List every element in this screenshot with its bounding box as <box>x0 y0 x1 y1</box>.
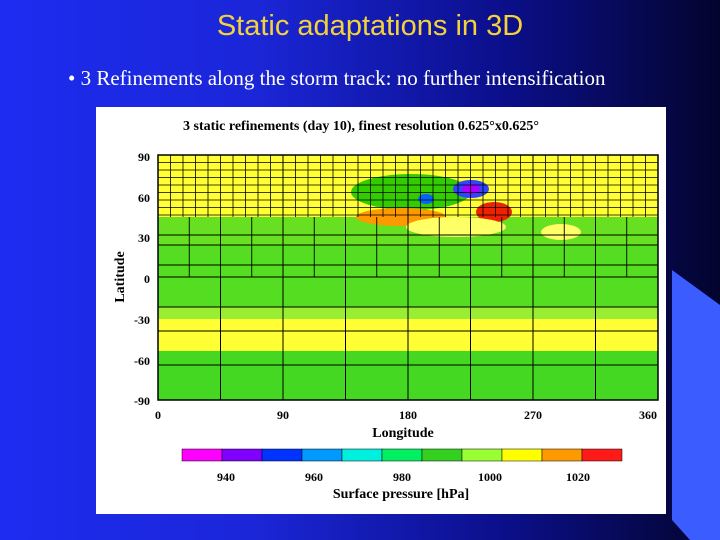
colorbar-label: Surface pressure [hPa] <box>333 487 469 502</box>
colorbar-cell <box>181 448 223 462</box>
slide-title: Static adaptations in 3D <box>216 10 524 42</box>
storm-high-red <box>476 202 512 222</box>
figure-title: 3 static refinements (day 10), finest re… <box>183 119 539 134</box>
colorbar-cell <box>461 448 503 462</box>
y-tick-label: -30 <box>134 313 150 327</box>
colorbar-cell <box>341 448 383 462</box>
colorbar-tick-label: 980 <box>393 470 411 484</box>
y-tick-label: 60 <box>138 191 150 205</box>
storm-tail <box>406 217 506 237</box>
colorbar-cell <box>541 448 583 462</box>
right-edge-shape <box>672 270 720 540</box>
bullet-point: • 3 Refinements along the storm track: n… <box>68 66 606 90</box>
y-tick-label: 90 <box>138 150 150 164</box>
pressure-map-svg: 3 static refinements (day 10), finest re… <box>113 119 659 502</box>
colorbar-cell <box>421 448 463 462</box>
storm-tail-east <box>541 224 581 240</box>
y-tick-label: -60 <box>134 354 150 368</box>
pressure-map-figure: 3 static refinements (day 10), finest re… <box>96 107 666 514</box>
colorbar-tick-label: 940 <box>217 470 235 484</box>
colorbar-tick-label: 1020 <box>566 470 590 484</box>
storm-low-small <box>418 194 434 204</box>
x-tick-label: 180 <box>399 408 417 422</box>
colorbar-cell <box>301 448 343 462</box>
y-tick-label: 0 <box>144 272 150 286</box>
storm-region <box>351 174 471 210</box>
y-axis-label: Latitude <box>113 251 128 302</box>
x-tick-label: 90 <box>277 408 289 422</box>
x-tick-label: 0 <box>155 408 161 422</box>
colorbar-cell <box>381 448 423 462</box>
storm-low-core <box>462 184 480 194</box>
colorbar-cell <box>261 448 303 462</box>
y-tick-label: -90 <box>134 394 150 408</box>
colorbar-cell <box>221 448 263 462</box>
x-tick-label: 270 <box>524 408 542 422</box>
colorbar-tick-label: 1000 <box>478 470 502 484</box>
x-axis-label: Longitude <box>372 426 433 441</box>
colorbar-tick-label: 960 <box>305 470 323 484</box>
colorbar <box>181 448 623 462</box>
plot-frame <box>157 154 659 401</box>
y-tick-label: 30 <box>138 231 150 245</box>
colorbar-cell <box>501 448 543 462</box>
x-tick-label: 360 <box>639 408 657 422</box>
colorbar-cell <box>581 448 623 462</box>
